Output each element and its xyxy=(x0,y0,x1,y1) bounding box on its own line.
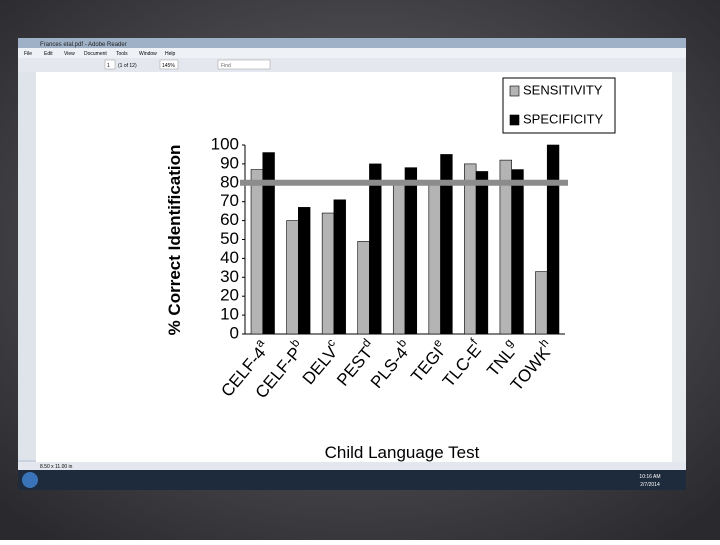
menu-item[interactable]: Edit xyxy=(44,51,53,57)
legend xyxy=(502,77,616,134)
y-tick-label: 0 xyxy=(230,323,239,342)
menu-item[interactable]: Tools xyxy=(116,51,128,57)
menu-item[interactable]: File xyxy=(24,51,32,57)
menu: File Edit View Document Tools Window Help xyxy=(24,51,176,57)
zoom-field[interactable] xyxy=(159,59,179,70)
zoom: 145% xyxy=(162,63,175,69)
status: 8.50 x 11.00 in xyxy=(40,464,73,470)
y-tick-label: 80 xyxy=(220,172,239,191)
bar xyxy=(321,212,335,335)
toolbar xyxy=(18,58,686,72)
bar xyxy=(546,144,560,335)
bar xyxy=(333,199,346,335)
menu-bar xyxy=(18,48,686,58)
nav-pane xyxy=(18,72,36,460)
y-tick-label: 20 xyxy=(220,286,239,305)
title-bar xyxy=(18,38,686,48)
y-tick-label: 70 xyxy=(220,191,239,210)
bar xyxy=(535,271,548,335)
bar xyxy=(511,169,524,335)
page-count: (1 of 12) xyxy=(118,63,137,69)
y-tick-label: 10 xyxy=(220,305,239,324)
bar xyxy=(357,241,370,335)
status-bar xyxy=(18,462,686,470)
document-page xyxy=(36,72,672,462)
start-button[interactable] xyxy=(22,472,38,488)
bar xyxy=(369,163,382,335)
y-tick-label: 90 xyxy=(220,153,239,172)
y-tick-label: 60 xyxy=(220,210,239,229)
bar xyxy=(392,182,406,335)
bar xyxy=(440,154,453,335)
bar xyxy=(464,163,477,335)
clock-time: 10:16 AM xyxy=(639,474,660,480)
bar xyxy=(250,169,264,335)
page-field[interactable] xyxy=(104,59,116,70)
scrollbar[interactable] xyxy=(672,72,686,462)
y-axis-label: % Correct Identification xyxy=(165,145,184,336)
menu-item[interactable]: Help xyxy=(165,51,176,57)
y-tick-label: 50 xyxy=(220,229,239,248)
legend-swatch xyxy=(509,114,520,126)
taskbar xyxy=(18,470,686,490)
legend-swatch xyxy=(509,85,520,97)
clock-date: 2/7/2014 xyxy=(640,482,660,488)
legend-label: SPECIFICITY xyxy=(523,111,604,126)
bar xyxy=(286,220,299,335)
menu-item[interactable]: Window xyxy=(139,51,157,57)
legend-label: SENSITIVITY xyxy=(523,82,603,97)
bar xyxy=(499,159,512,335)
bar xyxy=(404,167,418,335)
bar xyxy=(298,207,311,335)
y-tick-label: 40 xyxy=(220,248,239,267)
page-number: 1 xyxy=(107,63,110,69)
window-title: Frances etal.pdf - Adobe Reader xyxy=(40,42,127,48)
find: Find xyxy=(221,63,231,69)
bar xyxy=(428,182,441,335)
x-axis-label: Child Language Test xyxy=(325,443,480,462)
bar xyxy=(262,152,275,335)
y-tick-label: 100 xyxy=(211,134,239,153)
menu-item[interactable]: View xyxy=(64,51,75,57)
bar xyxy=(475,171,489,335)
find-field[interactable] xyxy=(217,59,271,70)
menu-item[interactable]: Document xyxy=(84,51,107,57)
y-tick-label: 30 xyxy=(220,267,239,286)
